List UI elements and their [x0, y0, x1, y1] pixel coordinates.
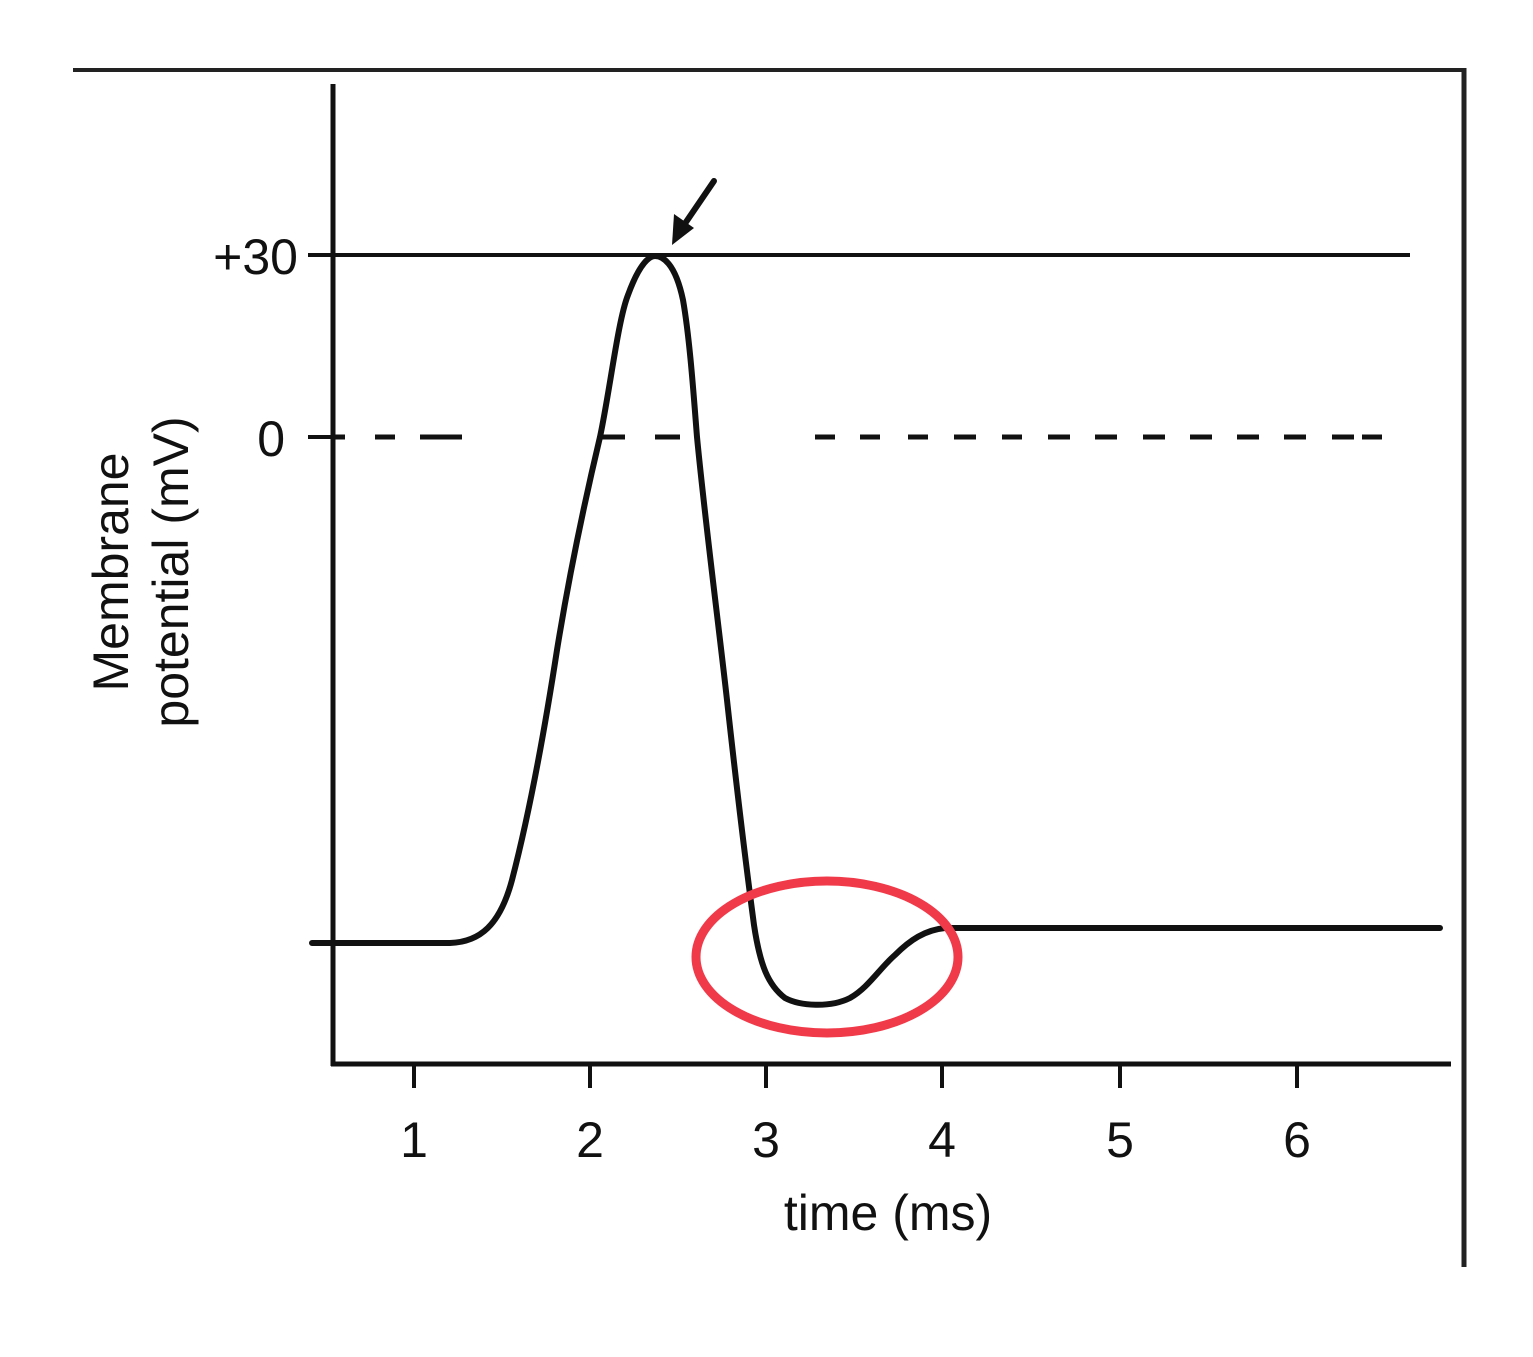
- y-tick-label-plus30: +30: [213, 229, 298, 285]
- y-tick-label-zero: 0: [257, 411, 285, 467]
- x-tick-label-6: 6: [1283, 1112, 1311, 1168]
- x-axis-title: time (ms): [784, 1185, 992, 1241]
- undershoot-highlight-ellipse: [691, 876, 963, 1038]
- x-tick-label-1: 1: [400, 1112, 428, 1168]
- x-tick-label-3: 3: [752, 1112, 780, 1168]
- y-axis-title-line2: potential (mV): [143, 416, 199, 727]
- x-tick-label-4: 4: [928, 1112, 956, 1168]
- peak-arrow-icon: [672, 178, 717, 245]
- x-tick-label-2: 2: [576, 1112, 604, 1168]
- y-axis-title-line1: Membrane: [83, 453, 139, 692]
- x-tick-label-5: 5: [1106, 1112, 1134, 1168]
- action-potential-curve: [309, 253, 1443, 1008]
- x-ticks: [412, 1064, 1299, 1088]
